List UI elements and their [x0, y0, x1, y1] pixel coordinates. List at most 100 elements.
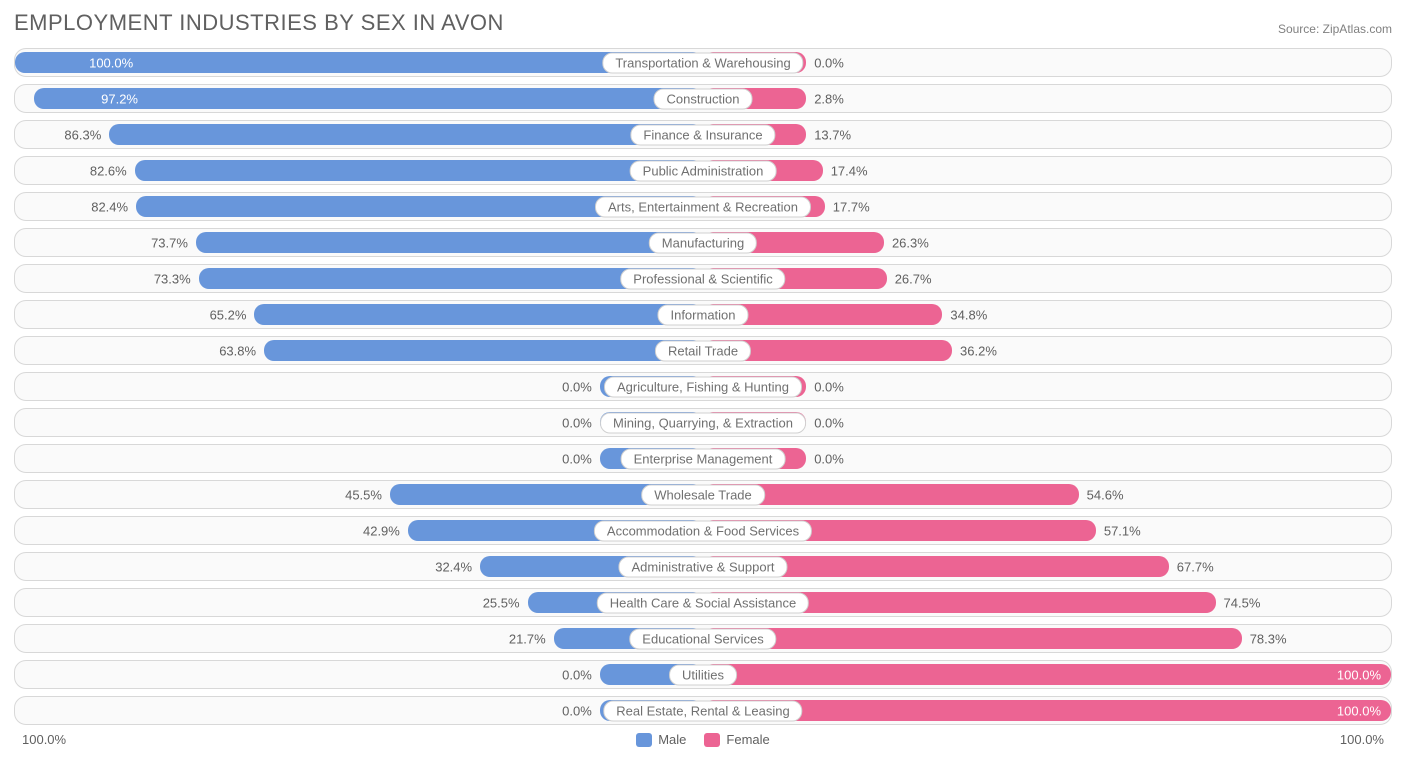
female-pct-label: 17.7%: [833, 199, 870, 214]
male-half: 63.8%: [15, 337, 703, 364]
male-pct-label: 42.9%: [363, 523, 400, 538]
male-pct-label: 86.3%: [64, 127, 101, 142]
chart-row: 32.4% 67.7% Administrative & Support: [14, 552, 1392, 581]
category-label: Utilities: [669, 664, 737, 685]
female-half: 0.0%: [703, 409, 1391, 436]
female-half: 36.2%: [703, 337, 1391, 364]
chart-row: 82.4% 17.7% Arts, Entertainment & Recreati…: [14, 192, 1392, 221]
male-bar: [196, 232, 703, 253]
male-half: 0.0%: [15, 697, 703, 724]
female-pct-label: 54.6%: [1087, 487, 1124, 502]
category-label: Arts, Entertainment & Recreation: [595, 196, 811, 217]
chart-row: 25.5%74.5%Health Care & Social Assistanc…: [14, 588, 1392, 617]
chart-header: EMPLOYMENT INDUSTRIES BY SEX IN AVON Sou…: [14, 10, 1392, 36]
female-pct-label: 13.7%: [814, 127, 851, 142]
chart-row: 0.0% 100.0% Real Estate, Rental & Leasing: [14, 696, 1392, 725]
male-pct-label: 0.0%: [562, 451, 592, 466]
female-half: 2.8%: [703, 85, 1391, 112]
source-prefix: Source:: [1278, 22, 1323, 36]
female-half: 26.3%: [703, 229, 1391, 256]
female-bar: [703, 628, 1242, 649]
female-pct-label: 0.0%: [814, 379, 844, 394]
female-pct-label: 26.3%: [892, 235, 929, 250]
male-half: 86.3%: [15, 121, 703, 148]
male-bar: [254, 304, 703, 325]
category-label: Administrative & Support: [618, 556, 787, 577]
chart-row: 73.7%26.3%Manufacturing: [14, 228, 1392, 257]
female-half: 78.3%: [703, 625, 1391, 652]
female-half: 100.0%: [703, 697, 1391, 724]
male-pct-label: 73.7%: [151, 235, 188, 250]
female-pct-label: 74.5%: [1224, 595, 1261, 610]
male-half: 0.0%: [15, 445, 703, 472]
legend-item-male: Male: [636, 732, 686, 747]
male-pct-label: 63.8%: [219, 343, 256, 358]
female-half: 67.7%: [703, 553, 1391, 580]
category-label: Accommodation & Food Services: [594, 520, 812, 541]
source-name: ZipAtlas.com: [1323, 22, 1392, 36]
legend-label-female: Female: [726, 732, 769, 747]
male-half: 0.0%: [15, 661, 703, 688]
male-half: 45.5%: [15, 481, 703, 508]
category-label: Wholesale Trade: [641, 484, 765, 505]
male-pct-label: 0.0%: [562, 703, 592, 718]
female-pct-label: 100.0%: [1337, 703, 1391, 718]
male-pct-label: 21.7%: [509, 631, 546, 646]
male-half: 82.6%: [15, 157, 703, 184]
female-pct-label: 34.8%: [950, 307, 987, 322]
female-half: 0.0%: [703, 373, 1391, 400]
male-pct-label: 32.4%: [435, 559, 472, 574]
male-half: 65.2%: [15, 301, 703, 328]
male-pct-label: 82.4%: [91, 199, 128, 214]
chart-row: 86.3%13.7%Finance & Insurance: [14, 120, 1392, 149]
female-half: 26.7%: [703, 265, 1391, 292]
female-half: 0.0%: [703, 49, 1391, 76]
female-pct-label: 67.7%: [1177, 559, 1214, 574]
chart-row: 0.0% 0.0% Enterprise Management: [14, 444, 1392, 473]
female-pct-label: 0.0%: [814, 451, 844, 466]
legend-swatch-male: [636, 733, 652, 747]
category-label: Construction: [654, 88, 753, 109]
female-half: 17.4%: [703, 157, 1391, 184]
chart-title: EMPLOYMENT INDUSTRIES BY SEX IN AVON: [14, 10, 504, 36]
male-pct-label: 45.5%: [345, 487, 382, 502]
male-half: 73.3%: [15, 265, 703, 292]
chart-row: 65.2% 34.8% Information: [14, 300, 1392, 329]
category-label: Educational Services: [629, 628, 776, 649]
category-label: Retail Trade: [655, 340, 751, 361]
legend: Male Female: [636, 732, 770, 747]
source-attribution: Source: ZipAtlas.com: [1278, 22, 1392, 36]
chart-row: 42.9%57.1%Accommodation & Food Services: [14, 516, 1392, 545]
chart-row: 0.0%0.0%Mining, Quarrying, & Extraction: [14, 408, 1392, 437]
male-pct-label: 0.0%: [562, 379, 592, 394]
female-bar: [703, 664, 1391, 685]
female-pct-label: 26.7%: [895, 271, 932, 286]
female-pct-label: 0.0%: [814, 415, 844, 430]
female-pct-label: 78.3%: [1250, 631, 1287, 646]
category-label: Transportation & Warehousing: [602, 52, 803, 73]
male-half: 73.7%: [15, 229, 703, 256]
axis-label-right: 100.0%: [1340, 732, 1384, 747]
male-pct-label: 82.6%: [90, 163, 127, 178]
diverging-bar-chart: 100.0%0.0%Transportation & Warehousing97…: [14, 48, 1392, 725]
category-label: Enterprise Management: [621, 448, 786, 469]
category-label: Real Estate, Rental & Leasing: [603, 700, 802, 721]
male-pct-label: 73.3%: [154, 271, 191, 286]
category-label: Information: [657, 304, 748, 325]
female-half: 13.7%: [703, 121, 1391, 148]
chart-row: 97.2% 2.8% Construction: [14, 84, 1392, 113]
chart-row: 0.0%0.0%Agriculture, Fishing & Hunting: [14, 372, 1392, 401]
chart-row: 45.5% 54.6% Wholesale Trade: [14, 480, 1392, 509]
male-half: 21.7%: [15, 625, 703, 652]
female-pct-label: 2.8%: [814, 91, 844, 106]
female-half: 34.8%: [703, 301, 1391, 328]
category-label: Professional & Scientific: [620, 268, 785, 289]
female-half: 54.6%: [703, 481, 1391, 508]
chart-footer: 100.0% Male Female 100.0%: [14, 732, 1392, 747]
male-half: 97.2%: [15, 85, 703, 112]
chart-row: 0.0% 100.0% Utilities: [14, 660, 1392, 689]
female-pct-label: 100.0%: [1337, 667, 1391, 682]
male-pct-label: 97.2%: [91, 91, 138, 106]
legend-label-male: Male: [658, 732, 686, 747]
female-half: 100.0%: [703, 661, 1391, 688]
